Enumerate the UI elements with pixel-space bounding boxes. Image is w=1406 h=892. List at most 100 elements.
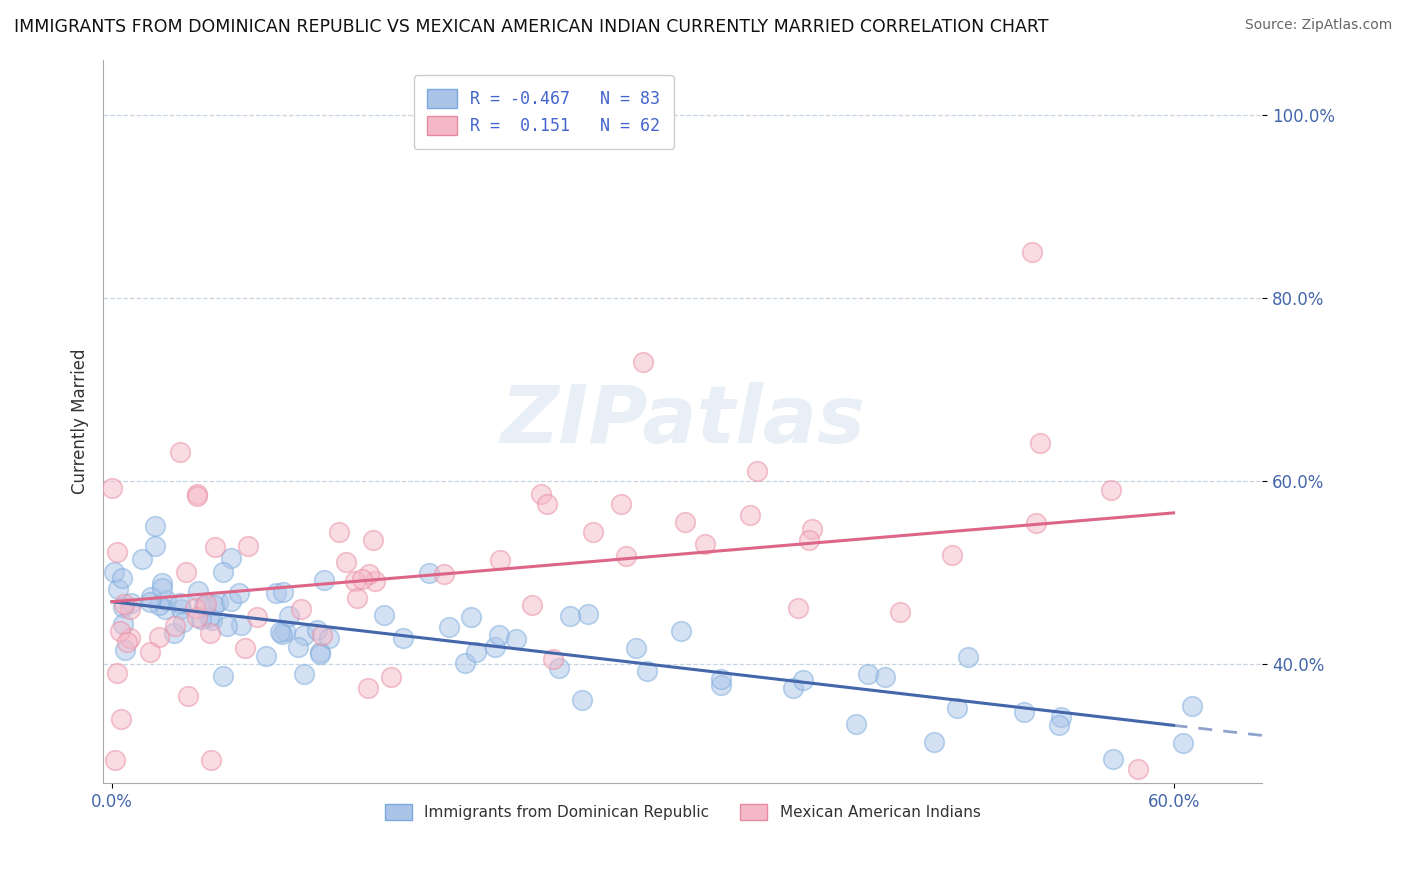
Point — [194, 597, 217, 611]
Point — [186, 487, 208, 501]
Point — [150, 582, 173, 596]
Point — [111, 599, 134, 614]
Point — [186, 610, 208, 624]
Point — [1128, 762, 1150, 776]
Point — [710, 678, 733, 692]
Point — [193, 599, 215, 613]
Point — [460, 609, 482, 624]
Point — [454, 656, 477, 670]
Point — [271, 626, 294, 640]
Point — [335, 555, 357, 569]
Point — [139, 645, 162, 659]
Y-axis label: Currently Married: Currently Married — [72, 349, 89, 494]
Point — [318, 631, 340, 645]
Point — [186, 489, 208, 503]
Point — [198, 626, 221, 640]
Point — [201, 613, 224, 627]
Point — [582, 524, 605, 539]
Point — [576, 607, 599, 621]
Point — [103, 565, 125, 579]
Point — [150, 576, 173, 591]
Point — [187, 584, 209, 599]
Point — [207, 595, 229, 609]
Point — [114, 643, 136, 657]
Point — [1012, 705, 1035, 719]
Point — [143, 518, 166, 533]
Point — [801, 522, 824, 536]
Point — [373, 608, 395, 623]
Point — [505, 632, 527, 646]
Point — [624, 641, 647, 656]
Point — [108, 624, 131, 638]
Point — [352, 572, 374, 586]
Legend: Immigrants from Dominican Republic, Mexican American Indians: Immigrants from Dominican Republic, Mexi… — [378, 797, 987, 826]
Point — [941, 548, 963, 562]
Point — [139, 590, 162, 604]
Point — [104, 753, 127, 767]
Point — [292, 666, 315, 681]
Text: IMMIGRANTS FROM DOMINICAN REPUBLIC VS MEXICAN AMERICAN INDIAN CURRENTLY MARRIED : IMMIGRANTS FROM DOMINICAN REPUBLIC VS ME… — [14, 18, 1049, 36]
Point — [271, 585, 294, 599]
Point — [177, 690, 200, 704]
Point — [856, 666, 879, 681]
Point — [120, 596, 142, 610]
Point — [254, 648, 277, 663]
Point — [131, 551, 153, 566]
Point — [673, 515, 696, 529]
Point — [274, 624, 297, 639]
Point — [148, 630, 170, 644]
Point — [1171, 736, 1194, 750]
Point — [873, 669, 896, 683]
Point — [536, 498, 558, 512]
Text: ZIPatlas: ZIPatlas — [501, 383, 865, 460]
Text: Source: ZipAtlas.com: Source: ZipAtlas.com — [1244, 18, 1392, 32]
Point — [139, 595, 162, 609]
Point — [246, 610, 269, 624]
Point — [219, 550, 242, 565]
Point — [107, 582, 129, 597]
Point — [118, 632, 141, 646]
Point — [174, 565, 197, 579]
Point — [309, 647, 332, 661]
Point — [1181, 698, 1204, 713]
Point — [530, 487, 553, 501]
Point — [169, 445, 191, 459]
Point — [364, 574, 387, 588]
Point — [115, 635, 138, 649]
Point — [782, 681, 804, 695]
Point — [111, 571, 134, 585]
Point — [148, 598, 170, 612]
Point — [797, 533, 820, 547]
Point — [520, 599, 543, 613]
Point — [169, 596, 191, 610]
Point — [693, 536, 716, 550]
Point — [211, 565, 233, 579]
Point — [464, 645, 486, 659]
Point — [956, 650, 979, 665]
Point — [361, 533, 384, 548]
Point — [669, 624, 692, 639]
Point — [541, 652, 564, 666]
Point — [614, 549, 637, 563]
Point — [709, 672, 731, 686]
Point — [484, 640, 506, 655]
Point — [433, 567, 456, 582]
Point — [197, 609, 219, 624]
Point — [143, 539, 166, 553]
Point — [190, 612, 212, 626]
Point — [153, 602, 176, 616]
Point — [105, 666, 128, 681]
Point — [488, 628, 510, 642]
Point — [264, 586, 287, 600]
Point — [155, 592, 177, 607]
Point — [212, 668, 235, 682]
Point — [636, 665, 658, 679]
Point — [287, 640, 309, 655]
Point — [380, 670, 402, 684]
Point — [105, 545, 128, 559]
Point — [307, 623, 329, 637]
Point — [170, 602, 193, 616]
Point — [200, 753, 222, 767]
Point — [269, 625, 291, 640]
Point — [548, 661, 571, 675]
